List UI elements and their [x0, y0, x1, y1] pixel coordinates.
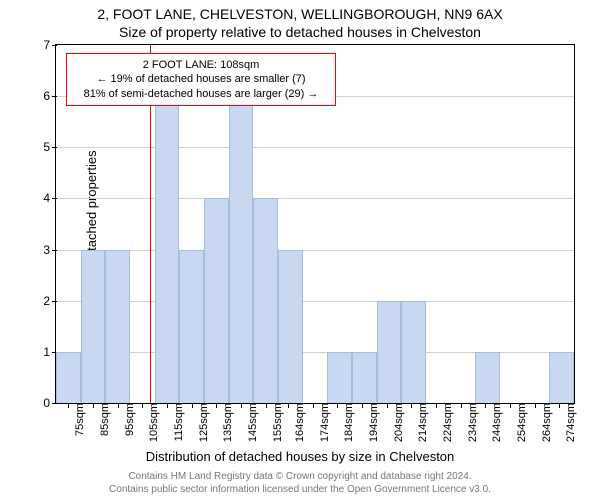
credit-line-1: Contains HM Land Registry data © Crown c…	[0, 471, 600, 484]
credits: Contains HM Land Registry data © Crown c…	[0, 471, 600, 496]
histogram-bar	[549, 352, 574, 403]
histogram-bar	[475, 352, 500, 403]
y-tick-label: 5	[43, 140, 56, 154]
histogram-bar	[278, 250, 303, 403]
histogram-bar	[81, 250, 106, 403]
annotation-line-2: ← 19% of detached houses are smaller (7)	[73, 72, 329, 86]
histogram-bar	[327, 352, 352, 403]
histogram-bar	[352, 352, 377, 403]
credit-line-2: Contains public sector information licen…	[0, 484, 600, 497]
x-tick-label: 145sqm	[241, 403, 259, 442]
histogram-bar	[155, 96, 180, 403]
histogram-bar	[401, 301, 426, 403]
gridline	[56, 250, 574, 251]
x-tick-label: 224sqm	[436, 403, 454, 442]
x-tick-label: 244sqm	[485, 403, 503, 442]
x-tick-label: 125sqm	[192, 403, 210, 442]
title-line-2: Size of property relative to detached ho…	[0, 24, 600, 40]
annotation-line-3: 81% of semi-detached houses are larger (…	[73, 87, 329, 101]
x-tick-label: 105sqm	[142, 403, 160, 442]
gridline	[56, 147, 574, 148]
y-tick-label: 4	[43, 191, 56, 205]
x-axis-label: Distribution of detached houses by size …	[0, 449, 600, 464]
x-tick-label: 214sqm	[411, 403, 429, 442]
y-tick-label: 7	[43, 38, 56, 52]
x-tick-label: 204sqm	[387, 403, 405, 442]
y-tick-label: 2	[43, 294, 56, 308]
x-tick-label: 75sqm	[68, 403, 86, 436]
x-tick-label: 194sqm	[362, 403, 380, 442]
gridline	[56, 198, 574, 199]
x-tick-label: 274sqm	[559, 403, 577, 442]
annotation-box: 2 FOOT LANE: 108sqm ← 19% of detached ho…	[66, 53, 336, 106]
gridline	[56, 301, 574, 302]
histogram-bar	[377, 301, 402, 403]
y-tick-label: 3	[43, 243, 56, 257]
x-tick-label: 155sqm	[266, 403, 284, 442]
x-tick-label: 164sqm	[288, 403, 306, 442]
x-tick-label: 135sqm	[216, 403, 234, 442]
x-tick-label: 184sqm	[337, 403, 355, 442]
y-tick-label: 0	[43, 396, 56, 410]
y-tick-label: 1	[43, 345, 56, 359]
y-tick-label: 6	[43, 89, 56, 103]
histogram-bar	[204, 198, 229, 403]
x-tick-label: 174sqm	[313, 403, 331, 442]
histogram-bar	[179, 250, 204, 403]
x-tick-label: 115sqm	[167, 403, 185, 441]
plot-area: 0123456775sqm85sqm95sqm105sqm115sqm125sq…	[55, 44, 575, 404]
x-tick-label: 85sqm	[93, 403, 111, 436]
x-tick-label: 95sqm	[118, 403, 136, 436]
chart-container: 2, FOOT LANE, CHELVESTON, WELLINGBOROUGH…	[0, 0, 600, 500]
histogram-bar	[105, 250, 130, 403]
x-tick-label: 254sqm	[510, 403, 528, 442]
x-tick-label: 234sqm	[461, 403, 479, 442]
histogram-bar	[253, 198, 278, 403]
annotation-line-1: 2 FOOT LANE: 108sqm	[73, 58, 329, 72]
histogram-bar	[229, 96, 254, 403]
title-line-1: 2, FOOT LANE, CHELVESTON, WELLINGBOROUGH…	[0, 6, 600, 22]
x-tick-label: 264sqm	[535, 403, 553, 442]
histogram-bar	[56, 352, 81, 403]
